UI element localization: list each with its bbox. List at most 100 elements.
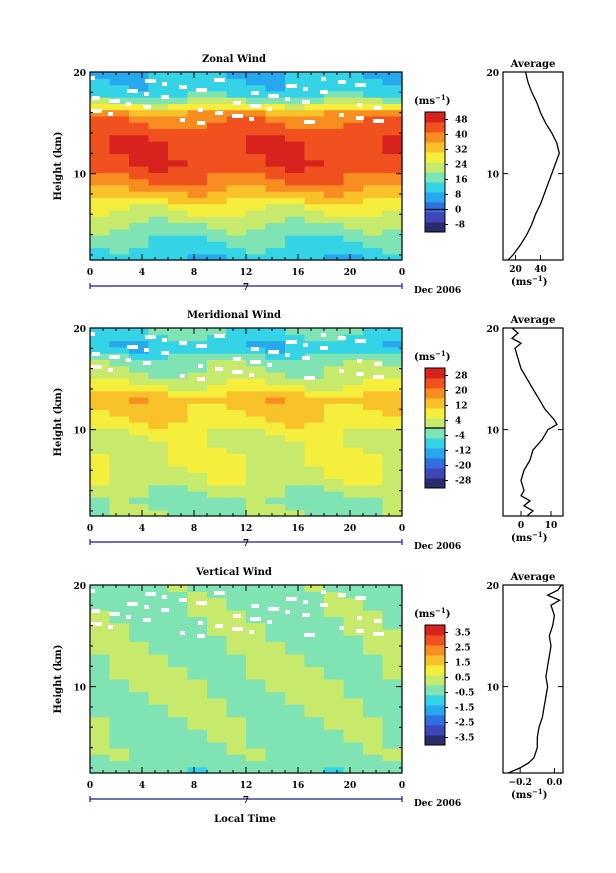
data-gap: [267, 620, 272, 624]
profile-x-tick-label: 0: [518, 521, 524, 531]
heatmap-cell: [343, 434, 364, 442]
data-gap: [250, 617, 261, 621]
heatmap-cell: [168, 184, 189, 192]
heatmap-cell: [343, 396, 364, 404]
heatmap-cell: [265, 209, 286, 217]
heatmap-cell: [246, 635, 267, 642]
data-gap: [338, 80, 346, 84]
heatmap-cell: [168, 610, 189, 617]
colorbar-swatch: [425, 478, 445, 489]
heatmap-cell: [343, 704, 364, 711]
heatmap-cell: [207, 585, 228, 592]
heatmap-cell: [324, 716, 345, 724]
heatmap-cell: [304, 434, 325, 442]
heatmap-cell: [129, 741, 150, 749]
heatmap-cell: [168, 222, 189, 230]
heatmap-cell: [343, 453, 364, 461]
colorbar-tick-label: 0: [455, 206, 461, 216]
heatmap-cell: [285, 122, 306, 129]
heatmap-cell: [207, 172, 228, 180]
heatmap-cell: [285, 422, 306, 429]
heatmap-cell: [363, 747, 384, 755]
heatmap-cell: [324, 90, 345, 98]
heatmap-cell: [363, 434, 384, 442]
heatmap-cell: [148, 184, 169, 192]
colorbar-tick-label: 1.5: [455, 659, 471, 669]
data-gap: [198, 621, 203, 625]
heatmap-cell: [265, 159, 286, 167]
heatmap-cell: [226, 741, 247, 749]
heatmap-cell: [207, 115, 228, 123]
heatmap-cell: [187, 503, 208, 511]
heatmap-cell: [226, 365, 247, 373]
heatmap-cell: [324, 691, 345, 699]
heatmap-cell: [207, 409, 228, 417]
data-gap: [179, 85, 187, 89]
heatmap-cell: [324, 685, 345, 693]
heatmap-cell: [324, 434, 345, 442]
heatmap-cell: [285, 478, 306, 486]
heatmap-cell: [187, 84, 208, 92]
heatmap-cell: [304, 334, 325, 342]
heatmap-cell: [187, 459, 208, 467]
heatmap-cell: [265, 428, 286, 436]
heatmap-cell: [109, 422, 130, 429]
heatmap-cell: [90, 72, 111, 79]
heatmap-cell: [363, 346, 384, 354]
heatmap-cell: [90, 428, 111, 436]
heatmap-cell: [207, 428, 228, 436]
heatmap-cell: [187, 166, 208, 173]
data-gap: [285, 610, 290, 614]
data-gap: [198, 364, 203, 368]
heatmap-cell: [109, 209, 130, 217]
colorbar-swatch: [425, 202, 445, 213]
date-day: 7: [243, 539, 249, 549]
heatmap-cell: [207, 359, 228, 367]
heatmap-cell: [265, 635, 286, 642]
heatmap-cell: [90, 704, 111, 711]
heatmap-cell: [304, 197, 325, 205]
heatmap-cell: [343, 409, 364, 417]
heatmap-cell: [129, 115, 150, 123]
heatmap-cell: [343, 509, 364, 517]
heatmap-cell: [246, 72, 267, 79]
heatmap-cell: [285, 97, 306, 104]
heatmap-cell: [168, 365, 189, 373]
heatmap-cell: [382, 153, 403, 161]
heatmap-cell: [226, 428, 247, 436]
heatmap-cell: [382, 241, 403, 249]
heatmap-cell: [343, 685, 364, 693]
heatmap-cell: [246, 334, 267, 342]
heatmap-cell: [226, 97, 247, 104]
data-gap: [214, 334, 225, 338]
heatmap-cell: [226, 760, 247, 768]
x-tick-label: 16: [292, 268, 305, 278]
heatmap-cell: [207, 159, 228, 167]
heatmap-cell: [246, 428, 267, 436]
heatmap-cell: [382, 440, 403, 448]
heatmap-cell: [285, 384, 306, 392]
heatmap-cell: [324, 610, 345, 617]
heatmap-cell: [265, 365, 286, 373]
heatmap-cell: [382, 760, 403, 768]
data-gap: [302, 356, 310, 360]
colorbar-unit: (ms−1): [414, 606, 450, 620]
heatmap-cell: [226, 197, 247, 205]
heatmap-cell: [304, 729, 325, 736]
heatmap-cell: [343, 90, 364, 98]
heatmap-cell: [109, 147, 130, 155]
heatmap-cell: [382, 647, 403, 655]
heatmap-cell: [382, 72, 403, 79]
heatmap-cell: [304, 109, 325, 117]
heatmap-cell: [382, 641, 403, 649]
heatmap-cell: [382, 666, 403, 674]
heatmap-cell: [226, 679, 247, 686]
date-label: Dec 2006: [414, 542, 461, 552]
heatmap-cell: [343, 403, 364, 411]
heatmap-cell: [109, 90, 130, 98]
heatmap-cell: [285, 184, 306, 192]
heatmap-cell: [187, 191, 208, 198]
heatmap-cell: [148, 428, 169, 436]
heatmap-cell: [109, 760, 130, 768]
